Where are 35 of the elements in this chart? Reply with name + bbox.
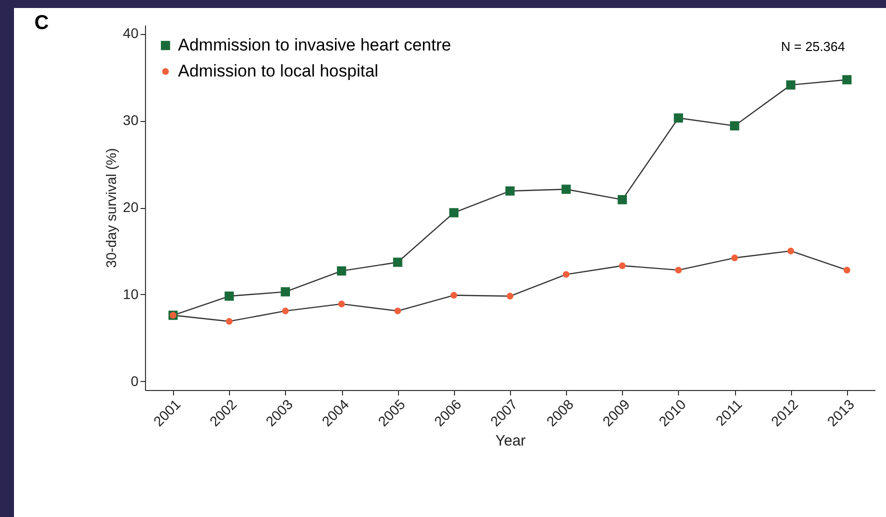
x-axis-title: Year — [495, 432, 526, 450]
y-tick-label: 30 — [122, 112, 139, 128]
point — [787, 248, 794, 254]
annotation: N = 25.364 — [781, 39, 845, 54]
point — [731, 254, 738, 262]
point — [618, 195, 627, 204]
y-tick-label: 40 — [122, 25, 139, 42]
chart-title: C — [34, 12, 49, 34]
y-axis-title: 30-day survival (%) — [102, 148, 119, 268]
point — [282, 308, 289, 314]
point — [336, 266, 346, 276]
point — [393, 258, 402, 267]
point — [224, 292, 234, 301]
point — [450, 292, 458, 299]
point — [226, 318, 233, 325]
point — [786, 80, 796, 90]
point — [675, 266, 682, 274]
point — [505, 186, 515, 196]
point — [338, 300, 345, 308]
point — [618, 262, 626, 270]
point — [280, 287, 290, 296]
point — [842, 75, 852, 84]
point — [730, 121, 740, 130]
point — [506, 292, 514, 300]
legend-label: Admission to local hospital — [178, 62, 378, 80]
point — [394, 308, 402, 314]
legend-label: Admmission to invasive heart centre — [178, 36, 452, 54]
point — [562, 184, 571, 194]
y-tick-label: 0 — [130, 372, 139, 389]
point — [674, 113, 684, 123]
y-tick-label: 10 — [122, 286, 139, 302]
y-tick-label: 20 — [122, 199, 139, 215]
point — [562, 271, 570, 278]
point — [844, 266, 850, 274]
point — [449, 208, 458, 218]
